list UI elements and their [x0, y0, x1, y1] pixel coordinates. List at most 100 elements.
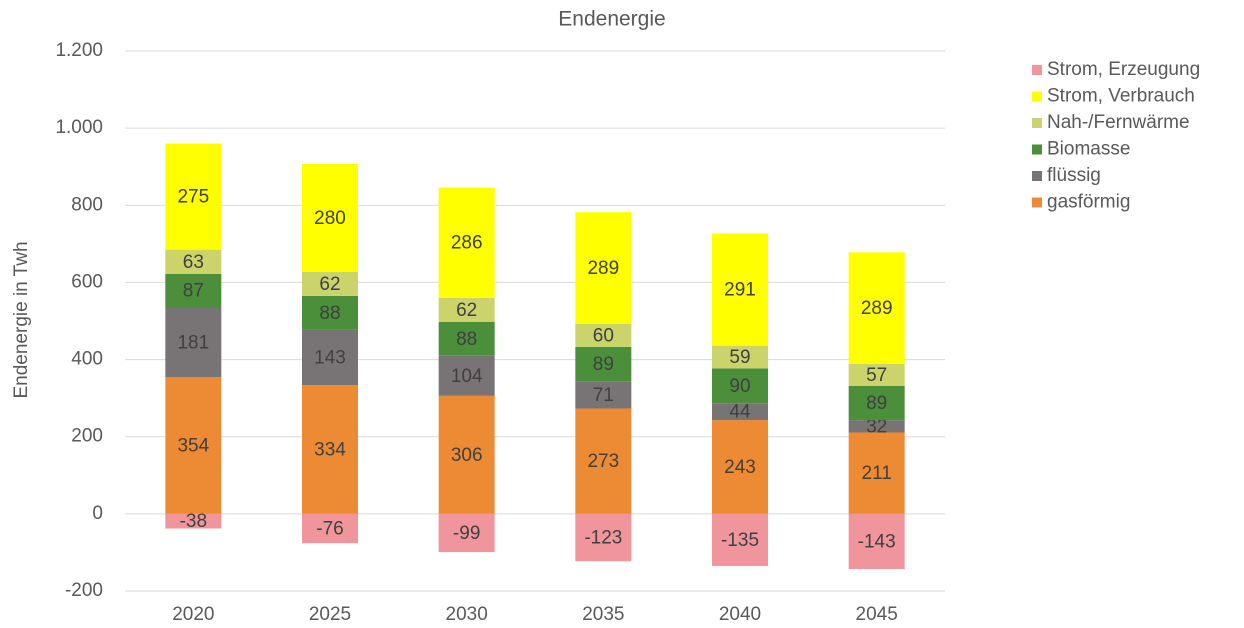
bar-segment — [302, 329, 358, 386]
bar-segment — [575, 323, 632, 347]
bar-segment — [712, 513, 768, 566]
data-label: 59 — [729, 347, 750, 368]
data-label: 88 — [456, 329, 477, 350]
bar-segment — [848, 432, 905, 514]
y-axis-label: Endenergie in Twh — [11, 241, 32, 398]
bar-segment — [848, 420, 905, 433]
data-label: 275 — [177, 187, 209, 208]
bar-segment — [438, 513, 495, 553]
data-label: -38 — [180, 511, 207, 532]
bar-segment — [575, 408, 632, 514]
bar-segment — [712, 233, 768, 346]
y-tick-label: 1.200 — [55, 40, 103, 61]
bar-segment — [438, 187, 495, 298]
bar-segment — [848, 513, 905, 570]
data-label: 87 — [183, 281, 204, 302]
data-label: 90 — [729, 376, 750, 397]
data-label: 306 — [451, 445, 483, 466]
bar-segment — [302, 272, 358, 296]
data-label: 32 — [866, 416, 887, 437]
bar-segment — [438, 297, 495, 322]
legend-label: Nah-/Fernwärme — [1047, 112, 1190, 133]
data-label: 104 — [451, 366, 483, 387]
data-label: 289 — [587, 258, 619, 279]
x-tick-label: 2040 — [719, 604, 761, 625]
legend-label: Strom, Erzeugung — [1047, 59, 1200, 80]
bar-segment — [575, 212, 632, 324]
legend-swatch — [1032, 118, 1042, 128]
bar-segment — [302, 164, 358, 273]
bar-segment — [165, 307, 222, 378]
x-tick-label: 2030 — [446, 604, 488, 625]
bar-segment — [438, 321, 495, 356]
data-label: 143 — [314, 347, 346, 368]
bar-segment — [165, 513, 222, 529]
bar-segment — [165, 249, 222, 274]
data-label: 291 — [724, 280, 756, 301]
y-tick-label: 200 — [71, 426, 103, 447]
bar-segment — [848, 385, 905, 421]
bar-segment — [712, 368, 768, 404]
bar-segment — [165, 143, 222, 250]
data-label: -76 — [316, 519, 343, 540]
legend-label: Strom, Verbrauch — [1047, 86, 1195, 107]
data-label: 181 — [177, 332, 209, 353]
legend-label: Biomasse — [1047, 139, 1130, 160]
bar-segment — [438, 355, 495, 396]
y-tick-label: -200 — [65, 580, 103, 601]
data-label: 286 — [451, 233, 483, 254]
bar-segment — [575, 381, 632, 409]
bar-segment — [848, 252, 905, 364]
x-tick-label: 2035 — [582, 604, 624, 625]
x-tick-label: 2025 — [309, 604, 351, 625]
data-label: 88 — [319, 303, 340, 324]
bar-segment — [165, 377, 222, 514]
data-label: 280 — [314, 208, 346, 229]
y-tick-label: 600 — [71, 271, 103, 292]
legend-swatch — [1032, 65, 1042, 75]
bar-segment — [575, 513, 632, 562]
y-tick-label: 400 — [71, 349, 103, 370]
legend-label: flüssig — [1047, 165, 1101, 186]
bar-segment — [302, 513, 358, 544]
bar-segment — [302, 385, 358, 514]
data-label: -123 — [584, 528, 622, 549]
data-label: 243 — [724, 457, 756, 478]
bar-segment — [575, 346, 632, 382]
y-tick-label: 0 — [92, 503, 103, 524]
legend-swatch — [1032, 91, 1042, 102]
data-label: -99 — [453, 523, 480, 544]
bar-segment — [165, 273, 222, 308]
data-label: 89 — [866, 393, 887, 414]
data-label: 89 — [593, 354, 614, 375]
data-label: -135 — [721, 530, 759, 551]
data-label: 354 — [177, 436, 209, 457]
bar-segment — [302, 295, 358, 330]
data-label: 289 — [861, 298, 893, 319]
legend-label: gasförmig — [1047, 192, 1130, 213]
data-label: 71 — [593, 385, 614, 406]
y-tick-label: 1.000 — [55, 117, 103, 138]
y-tick-label: 800 — [71, 194, 103, 215]
bar-segment — [438, 395, 495, 514]
data-label: 63 — [183, 252, 204, 273]
data-label: 62 — [456, 300, 477, 321]
bar-segment — [712, 403, 768, 421]
bar-segment — [848, 363, 905, 386]
data-label: 273 — [587, 451, 619, 472]
bar-segment — [712, 345, 768, 369]
bar-segment — [712, 420, 768, 514]
legend-swatch — [1032, 144, 1042, 155]
data-label: 57 — [866, 365, 887, 386]
data-label: 211 — [862, 463, 892, 484]
data-label: 334 — [314, 439, 346, 460]
legend-swatch — [1032, 171, 1042, 181]
x-tick-label: 2045 — [856, 604, 898, 625]
chart-title: Endenergie — [558, 8, 665, 31]
legend-swatch — [1032, 197, 1042, 208]
data-label: -143 — [858, 531, 896, 552]
data-label: 44 — [729, 402, 751, 423]
data-label: 60 — [593, 325, 614, 346]
x-tick-label: 2020 — [172, 604, 214, 625]
